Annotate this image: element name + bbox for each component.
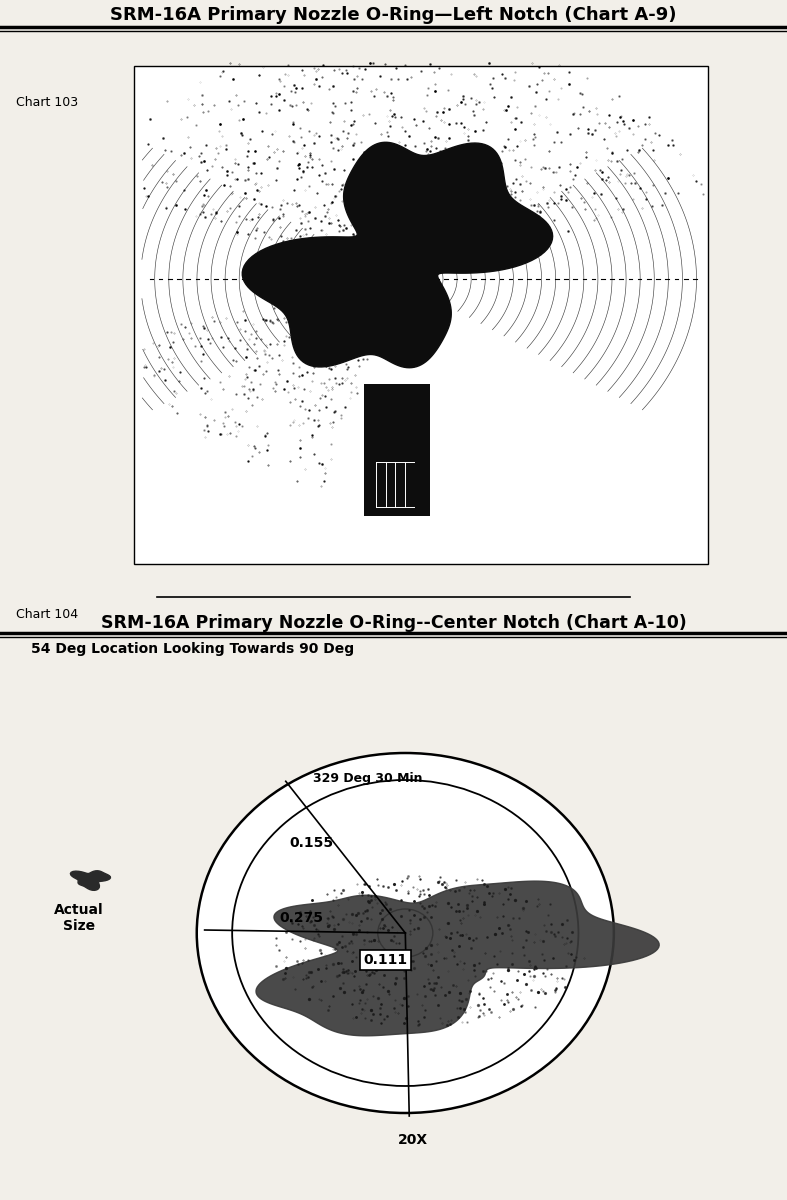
Ellipse shape xyxy=(232,780,578,1086)
Text: SRM-16A Primary Nozzle O-Ring--Center Notch (Chart A-10): SRM-16A Primary Nozzle O-Ring--Center No… xyxy=(101,614,686,631)
Ellipse shape xyxy=(378,910,433,958)
Text: 54 Deg Location Looking Towards 90 Deg: 54 Deg Location Looking Towards 90 Deg xyxy=(31,642,355,656)
Text: Chart 103: Chart 103 xyxy=(16,96,78,108)
FancyBboxPatch shape xyxy=(134,66,708,564)
Text: 329 Deg 30 Min: 329 Deg 30 Min xyxy=(313,772,423,785)
Text: 0.275: 0.275 xyxy=(279,911,323,925)
Polygon shape xyxy=(242,143,552,367)
Text: 0.155: 0.155 xyxy=(289,836,333,851)
Text: SRM-16A Primary Nozzle O-Ring—Left Notch (Chart A-9): SRM-16A Primary Nozzle O-Ring—Left Notch… xyxy=(110,6,677,24)
Polygon shape xyxy=(256,881,660,1036)
Text: Actual
Size: Actual Size xyxy=(54,902,104,934)
Ellipse shape xyxy=(197,754,614,1114)
Text: Chart 104: Chart 104 xyxy=(16,608,78,622)
Text: 0.111: 0.111 xyxy=(364,953,408,967)
Polygon shape xyxy=(70,871,110,890)
Text: 20X: 20X xyxy=(398,1133,428,1147)
FancyBboxPatch shape xyxy=(364,384,430,516)
